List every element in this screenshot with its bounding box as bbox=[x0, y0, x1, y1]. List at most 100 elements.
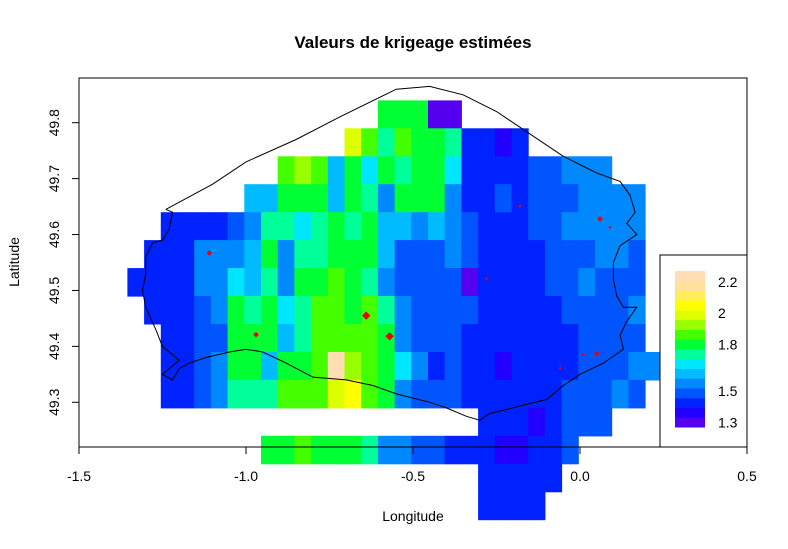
heatmap-cell bbox=[361, 296, 379, 325]
heatmap-cell bbox=[511, 379, 529, 409]
heatmap-cell bbox=[561, 184, 579, 213]
heatmap-cell bbox=[361, 156, 379, 185]
heatmap-cell bbox=[144, 296, 162, 325]
heatmap-cell bbox=[160, 296, 178, 325]
heatmap-cell bbox=[461, 435, 479, 465]
heatmap-cell bbox=[311, 156, 329, 185]
heatmap-cell bbox=[160, 240, 178, 269]
heatmap-cell bbox=[227, 379, 245, 409]
heatmap-cell bbox=[528, 268, 546, 297]
heatmap-cell bbox=[294, 435, 312, 465]
legend-swatch bbox=[675, 319, 705, 330]
heatmap-cell bbox=[377, 324, 396, 353]
heatmap-cell bbox=[578, 379, 596, 409]
heatmap-cell bbox=[444, 379, 462, 409]
x-axis: -1.5 -1.0 -0.5 0.0 0.5 bbox=[67, 446, 757, 484]
legend-swatch bbox=[675, 329, 705, 340]
heatmap-cell bbox=[478, 379, 496, 409]
heatmap-cell bbox=[394, 379, 412, 409]
heatmap-cell bbox=[461, 379, 479, 409]
heatmap-cell bbox=[411, 184, 429, 213]
legend-label: 2 bbox=[718, 305, 726, 321]
heatmap-cell bbox=[327, 324, 345, 353]
heatmap-cell bbox=[428, 184, 446, 213]
heatmap-cell bbox=[611, 379, 629, 409]
heatmap-cell bbox=[494, 324, 512, 353]
heatmap-cell bbox=[611, 324, 629, 353]
heatmap-cell bbox=[144, 268, 162, 297]
heatmap-cell bbox=[461, 156, 479, 185]
heatmap-cell bbox=[394, 268, 412, 297]
heatmap-cell bbox=[544, 212, 563, 241]
y-tick-label: 49.4 bbox=[46, 333, 62, 360]
heatmap-cell bbox=[210, 268, 229, 297]
legend-label: 1.5 bbox=[718, 383, 738, 399]
heatmap-cell bbox=[277, 184, 295, 213]
heatmap-cell bbox=[428, 352, 446, 381]
heatmap-cell bbox=[478, 268, 496, 297]
heatmap-cell bbox=[261, 352, 279, 381]
heatmap-cell bbox=[478, 435, 496, 465]
heatmap-cell bbox=[444, 128, 462, 157]
heatmap-cell bbox=[311, 240, 329, 269]
heatmap-cell bbox=[595, 352, 613, 381]
heatmap-cell bbox=[611, 352, 629, 381]
legend-color-bar bbox=[675, 271, 705, 428]
heatmap-cell bbox=[377, 156, 396, 185]
heatmap-cell bbox=[511, 212, 529, 241]
heatmap-cell bbox=[177, 324, 195, 353]
x-tick-label: -0.5 bbox=[401, 468, 425, 484]
heatmap-cell bbox=[428, 324, 446, 353]
heatmap-cell bbox=[511, 184, 529, 213]
heatmap-cell bbox=[595, 240, 613, 269]
heatmap-cell bbox=[294, 184, 312, 213]
heatmap-cell bbox=[227, 212, 245, 241]
heatmap-cell bbox=[377, 435, 396, 465]
heatmap-cell bbox=[277, 268, 295, 297]
heatmap-cell bbox=[461, 212, 479, 241]
heatmap-cell bbox=[478, 184, 496, 213]
heatmap-cell bbox=[611, 240, 629, 269]
heatmap-cell bbox=[227, 268, 245, 297]
heatmap-cell bbox=[628, 296, 646, 325]
x-tick-label: 0.0 bbox=[570, 468, 590, 484]
heatmap-cell bbox=[361, 379, 379, 409]
heatmap-cell bbox=[511, 128, 529, 157]
heatmap-cell bbox=[511, 435, 529, 465]
heatmap-cell bbox=[528, 379, 546, 409]
heatmap-cell bbox=[544, 156, 563, 185]
heatmap-cell bbox=[628, 352, 646, 381]
heatmap-cell bbox=[494, 156, 512, 185]
sample-point bbox=[593, 350, 600, 357]
heatmap-cell bbox=[528, 352, 546, 381]
x-tick-label: 0.5 bbox=[737, 468, 757, 484]
heatmap-cell bbox=[511, 324, 529, 353]
heatmap-cell bbox=[294, 296, 312, 325]
heatmap-cell bbox=[428, 100, 446, 129]
heatmap-cell bbox=[277, 212, 295, 241]
heatmap-cell bbox=[194, 352, 212, 381]
y-tick-label: 49.7 bbox=[46, 165, 62, 192]
coastline-line bbox=[141, 85, 638, 421]
heatmap-cell bbox=[294, 156, 312, 185]
heatmap-cell bbox=[227, 296, 245, 325]
heatmap-cell bbox=[544, 435, 563, 465]
heatmap-cell bbox=[544, 296, 563, 325]
heatmap-cell bbox=[428, 156, 446, 185]
heatmap-cell bbox=[277, 435, 295, 465]
x-tick-label: -1.5 bbox=[67, 468, 91, 484]
sample-point bbox=[253, 331, 259, 338]
heatmap-cell bbox=[210, 212, 229, 241]
heatmap-cell bbox=[444, 268, 462, 297]
heatmap-cell bbox=[194, 379, 212, 409]
heatmap-cell bbox=[428, 435, 446, 465]
heatmap-cell bbox=[344, 184, 362, 213]
y-tick-label: 49.8 bbox=[46, 109, 62, 136]
heatmap-cell bbox=[244, 268, 262, 297]
heatmap-cell bbox=[494, 240, 512, 269]
heatmap-cell bbox=[411, 128, 429, 157]
heatmap-cell bbox=[595, 296, 613, 325]
heatmap-cell bbox=[244, 352, 262, 381]
heatmap-cell bbox=[394, 240, 412, 269]
